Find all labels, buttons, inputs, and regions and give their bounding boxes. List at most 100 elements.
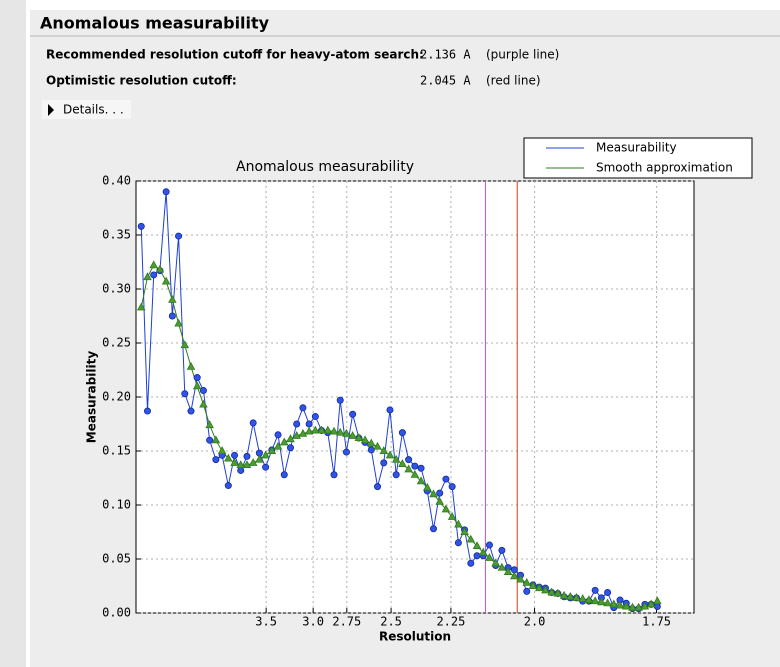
data-point	[391, 454, 401, 463]
data-point	[329, 426, 339, 435]
data-point	[299, 404, 307, 412]
data-point	[435, 496, 444, 505]
plot-area	[135, 180, 695, 614]
data-point	[367, 438, 376, 447]
y-tick-label: 0.30	[102, 282, 131, 296]
data-point	[224, 482, 232, 490]
legend-label: Smooth approximation	[596, 161, 733, 175]
data-point	[212, 456, 220, 464]
data-point	[559, 590, 569, 599]
data-point	[255, 454, 264, 463]
data-point	[293, 420, 301, 428]
details-toggle[interactable]: Details. . .	[42, 100, 131, 119]
data-point	[528, 581, 538, 589]
data-point	[236, 460, 246, 469]
data-point	[187, 407, 195, 415]
y-tick-label: 0.35	[102, 228, 131, 242]
data-point	[590, 596, 600, 605]
data-point	[150, 271, 158, 279]
data-point	[503, 567, 513, 575]
data-point	[385, 450, 395, 459]
data-point	[137, 222, 145, 230]
data-point	[547, 587, 556, 596]
data-point	[261, 450, 270, 459]
data-point	[398, 429, 406, 437]
data-point	[298, 428, 308, 437]
details-label[interactable]: Details. . .	[63, 103, 124, 117]
data-point	[485, 541, 493, 549]
data-point	[336, 396, 344, 404]
summary-value: 2.136 A	[420, 48, 471, 62]
data-point	[149, 260, 158, 269]
data-point	[193, 374, 201, 382]
data-point	[478, 547, 488, 556]
data-point	[472, 541, 482, 550]
data-point	[143, 272, 152, 281]
data-point	[609, 599, 619, 608]
data-point	[305, 420, 313, 428]
data-point	[572, 593, 581, 601]
summary-label: Recommended resolution cutoff for heavy-…	[46, 48, 424, 62]
data-point	[491, 558, 500, 567]
data-point	[404, 464, 413, 473]
data-point	[286, 444, 294, 452]
summary-label: Optimistic resolution cutoff:	[46, 74, 237, 88]
data-point	[497, 562, 507, 571]
data-point	[248, 458, 258, 466]
header-title: Anomalous measurability	[40, 14, 270, 33]
data-point	[429, 489, 438, 498]
data-point	[534, 583, 544, 592]
data-point	[460, 527, 469, 535]
data-point	[249, 419, 257, 427]
data-point	[174, 318, 183, 327]
data-point	[653, 603, 661, 611]
data-point	[373, 441, 382, 450]
data-point	[374, 483, 382, 491]
data-point	[615, 600, 625, 609]
data-point	[205, 420, 214, 429]
data-point	[522, 577, 532, 586]
data-point	[262, 463, 270, 471]
data-point	[342, 428, 351, 437]
data-point	[267, 446, 277, 454]
data-point	[621, 601, 631, 610]
data-point	[423, 482, 432, 491]
data-point	[304, 426, 314, 435]
summary-note: (red line)	[486, 74, 541, 88]
data-point	[143, 407, 151, 415]
disclosure-triangle[interactable]	[48, 104, 54, 116]
data-point	[653, 596, 662, 605]
details-bg[interactable]	[42, 100, 131, 119]
data-point	[342, 448, 350, 456]
data-point	[311, 425, 320, 434]
data-point	[360, 435, 370, 444]
data-point	[286, 434, 295, 443]
data-point	[467, 559, 475, 567]
data-point	[392, 471, 400, 479]
data-point	[168, 312, 176, 320]
data-point	[168, 294, 177, 303]
data-point	[485, 553, 494, 561]
data-point	[584, 595, 594, 604]
data-point	[398, 459, 407, 467]
data-point	[454, 519, 463, 528]
data-point	[541, 585, 550, 594]
data-point	[186, 361, 196, 370]
y-tick-label: 0.15	[102, 444, 131, 458]
data-point	[411, 462, 419, 470]
data-point	[386, 406, 394, 414]
data-point	[280, 471, 288, 479]
data-point	[211, 435, 221, 444]
y-axis-label: Measurability	[85, 351, 99, 444]
data-point	[640, 601, 650, 610]
left-strip	[0, 0, 26, 667]
legend-box	[523, 137, 753, 179]
data-point	[553, 588, 563, 597]
data-point	[230, 458, 239, 466]
data-point	[367, 446, 375, 454]
data-point	[473, 552, 481, 560]
data-point	[597, 597, 606, 606]
data-point	[199, 399, 208, 408]
data-point	[224, 453, 233, 462]
x-tick-label: 2.0	[524, 615, 546, 629]
